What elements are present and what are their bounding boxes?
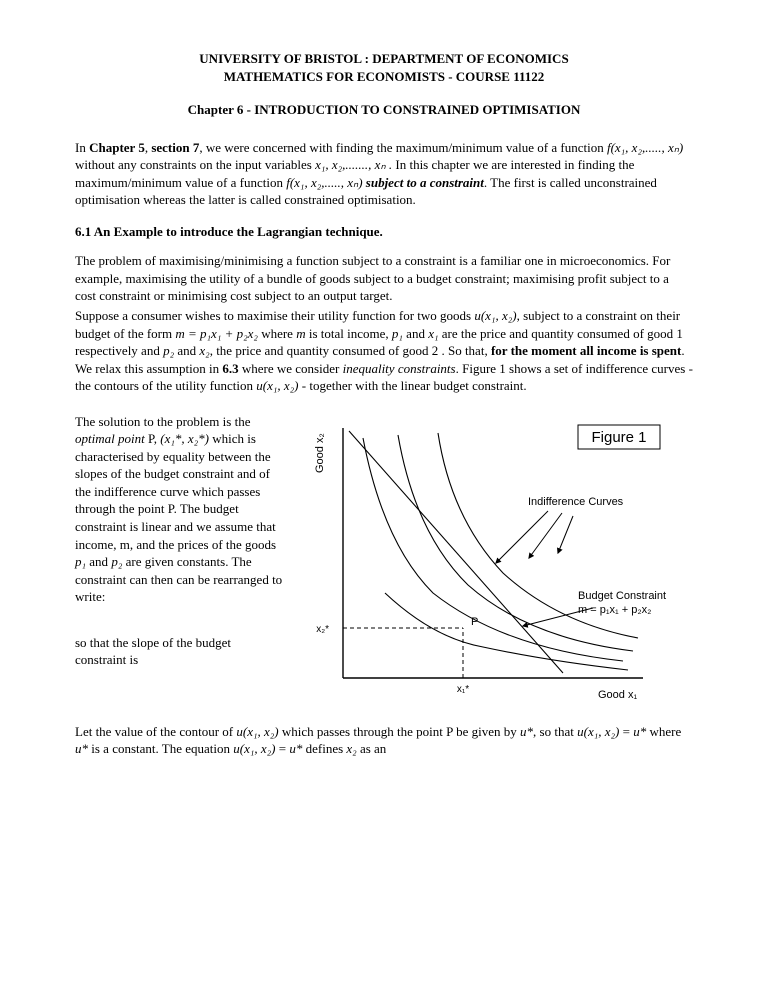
svg-text:Figure 1: Figure 1 — [591, 429, 646, 446]
svg-text:x₁*: x₁* — [457, 684, 469, 695]
section-6-1-p1: The problem of maximising/minimising a f… — [75, 252, 693, 305]
solution-text-col: The solution to the problem is the optim… — [75, 413, 285, 713]
final-paragraph: Let the value of the contour of u(x₁, x₂… — [75, 723, 693, 758]
svg-text:Good x₁: Good x₁ — [598, 689, 637, 701]
figure-1-svg: Figure 1 Good x₂ Good x₁ Px₂* x₁* Indifferenc… — [303, 413, 673, 713]
svg-text:P: P — [471, 616, 478, 628]
svg-text:Good x₂: Good x₂ — [314, 433, 326, 473]
slope-paragraph: so that the slope of the budget constrai… — [75, 634, 285, 669]
document-page: UNIVERSITY OF BRISTOL : DEPARTMENT OF EC… — [0, 0, 768, 812]
solution-paragraph: The solution to the problem is the optim… — [75, 413, 285, 606]
section-6-1-title: 6.1 An Example to introduce the Lagrangi… — [75, 223, 693, 241]
svg-text:Budget Constraint: Budget Constraint — [578, 590, 666, 602]
svg-text:m = p₁x₁ + p₂x₂: m = p₁x₁ + p₂x₂ — [578, 604, 651, 616]
figure-1: Figure 1 Good x₂ Good x₁ Px₂* x₁* Indifferenc… — [303, 413, 693, 713]
intro-paragraph: In Chapter 5, section 7, we were concern… — [75, 139, 693, 209]
chapter-title: Chapter 6 - INTRODUCTION TO CONSTRAINED … — [75, 101, 693, 119]
section-6-1-p2: Suppose a consumer wishes to maximise th… — [75, 307, 693, 395]
solution-row: The solution to the problem is the optim… — [75, 413, 693, 713]
svg-text:x₂*: x₂* — [316, 624, 329, 635]
header-line-2: MATHEMATICS FOR ECONOMISTS - COURSE 1112… — [75, 68, 693, 86]
doc-header: UNIVERSITY OF BRISTOL : DEPARTMENT OF EC… — [75, 50, 693, 85]
header-line-1: UNIVERSITY OF BRISTOL : DEPARTMENT OF EC… — [75, 50, 693, 68]
svg-text:Indifference Curves: Indifference Curves — [528, 496, 624, 508]
